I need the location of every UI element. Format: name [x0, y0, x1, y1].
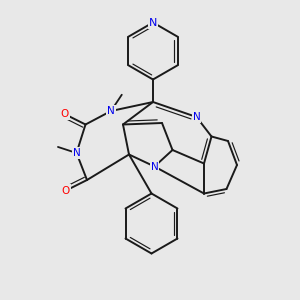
Text: N: N: [73, 148, 80, 158]
Text: N: N: [151, 161, 158, 172]
Text: O: O: [62, 185, 70, 196]
Text: N: N: [107, 106, 115, 116]
Text: N: N: [149, 17, 157, 28]
Text: O: O: [60, 109, 69, 119]
Text: N: N: [193, 112, 200, 122]
